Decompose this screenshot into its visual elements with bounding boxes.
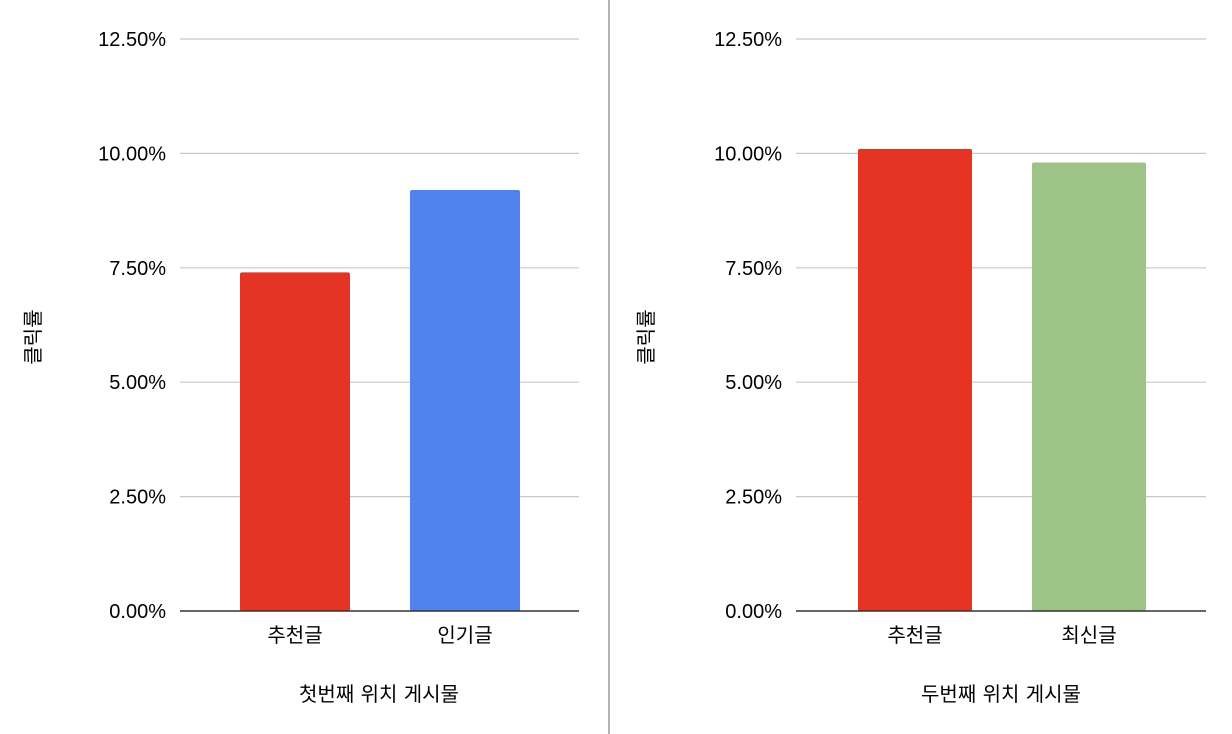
chart-1-x-axis-title: 첫번째 위치 게시물 bbox=[299, 682, 459, 706]
chart-2-category-label: 최신글 bbox=[1061, 623, 1116, 647]
chart-1-bars bbox=[240, 190, 520, 611]
chart-2-y-ticks: 0.00% 2.50% 5.00% 7.50% 10.00% 12.50% bbox=[714, 29, 782, 623]
chart-2-x-ticks: 추천글 최신글 bbox=[887, 623, 1116, 647]
chart-1-y-tick-label: 5.00% bbox=[109, 372, 166, 394]
chart-2-y-tick-label: 10.00% bbox=[714, 143, 782, 165]
chart-1-bar bbox=[240, 272, 350, 611]
chart-1-y-tick-label: 10.00% bbox=[98, 143, 166, 165]
chart-2-x-axis-title: 두번째 위치 게시물 bbox=[921, 682, 1081, 706]
chart-1-y-ticks: 0.00% 2.50% 5.00% 7.50% 10.00% 12.50% bbox=[98, 29, 166, 623]
chart-1-y-tick-label: 12.50% bbox=[98, 29, 166, 51]
chart-1-y-tick-label: 2.50% bbox=[109, 487, 166, 509]
chart-2-bar bbox=[1032, 162, 1146, 611]
chart-1-category-label: 인기글 bbox=[437, 623, 492, 647]
chart-1-y-axis-title: 클릭률 bbox=[21, 309, 45, 364]
chart-2-bars bbox=[858, 148, 1146, 611]
chart-1-y-tick-label: 7.50% bbox=[109, 258, 166, 280]
chart-2-y-tick-label: 0.00% bbox=[725, 601, 782, 623]
chart-1-x-ticks: 추천글 인기글 bbox=[267, 623, 492, 647]
chart-2-y-axis-title: 클릭률 bbox=[634, 309, 658, 364]
chart-1-y-tick-label: 0.00% bbox=[109, 601, 166, 623]
chart-1-bar bbox=[410, 190, 520, 611]
chart-1-category-label: 추천글 bbox=[267, 623, 322, 647]
chart-2-y-tick-label: 5.00% bbox=[725, 372, 782, 394]
chart-panel-second-position: 0.00%2.50%5.00%7.50%10.00%12.50% 추천글 최신글 … bbox=[634, 29, 1206, 706]
chart-2-y-tick-label: 7.50% bbox=[725, 258, 782, 280]
chart-2-y-tick-label: 12.50% bbox=[714, 29, 782, 51]
chart-2-category-label: 추천글 bbox=[887, 623, 942, 647]
chart-2-y-tick-label: 2.50% bbox=[725, 487, 782, 509]
chart-2-bar bbox=[858, 148, 972, 611]
chart-panel-first-position: 0.00%2.50%5.00%7.50%10.00%12.50% 추천글 인기글 … bbox=[21, 29, 579, 706]
